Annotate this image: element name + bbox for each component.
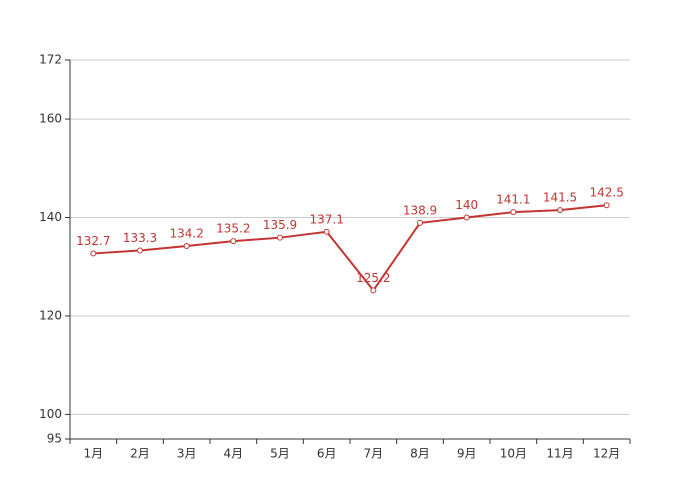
data-label: 135.9 [263, 218, 297, 232]
x-tick-label: 6月 [317, 447, 337, 461]
point [370, 287, 377, 294]
data-label: 140 [455, 198, 478, 212]
y-tick-label: 95 [47, 432, 62, 446]
y-tick-label: 160 [39, 112, 62, 126]
x-tick-label: 7月 [364, 447, 384, 461]
data-label: 142.5 [589, 186, 623, 200]
point [417, 219, 423, 226]
y-tick-label: 100 [39, 407, 62, 421]
point [510, 209, 517, 216]
x-tick-label: 1月 [84, 447, 104, 461]
data-label: 137.1 [309, 212, 343, 226]
data-label: 141.5 [543, 191, 577, 205]
point [323, 228, 330, 235]
x-tick-label: 9月 [457, 447, 477, 461]
point [603, 202, 610, 209]
data-label: 133.3 [123, 231, 157, 245]
data-label: 125.2 [356, 271, 390, 285]
data-label: 138.9 [403, 203, 437, 217]
y-tick-label: 120 [39, 308, 62, 322]
data-label: 135.2 [216, 222, 250, 236]
point [137, 247, 143, 254]
x-tick-label: 12月 [593, 447, 620, 461]
point [183, 243, 190, 250]
line [93, 204, 607, 293]
data-label: 141.1 [496, 193, 530, 207]
x-tick-label: 5月 [270, 447, 290, 461]
x-tick-label: 4月 [224, 447, 244, 461]
data-label: 134.2 [169, 227, 203, 241]
x-tick-label: 3月 [177, 447, 197, 461]
x-tick-label: 8月 [410, 447, 430, 461]
point [557, 207, 563, 214]
x-tick-label: 10月 [500, 447, 527, 461]
point [230, 238, 237, 245]
point [463, 214, 470, 221]
point [90, 250, 97, 257]
point [277, 234, 283, 241]
y-tick-label: 172 [39, 53, 62, 67]
x-tick-label: 11月 [546, 447, 573, 461]
data-label: 132.7 [76, 234, 110, 248]
x-tick-label: 2月 [130, 447, 150, 461]
y-tick-label: 140 [39, 210, 62, 224]
